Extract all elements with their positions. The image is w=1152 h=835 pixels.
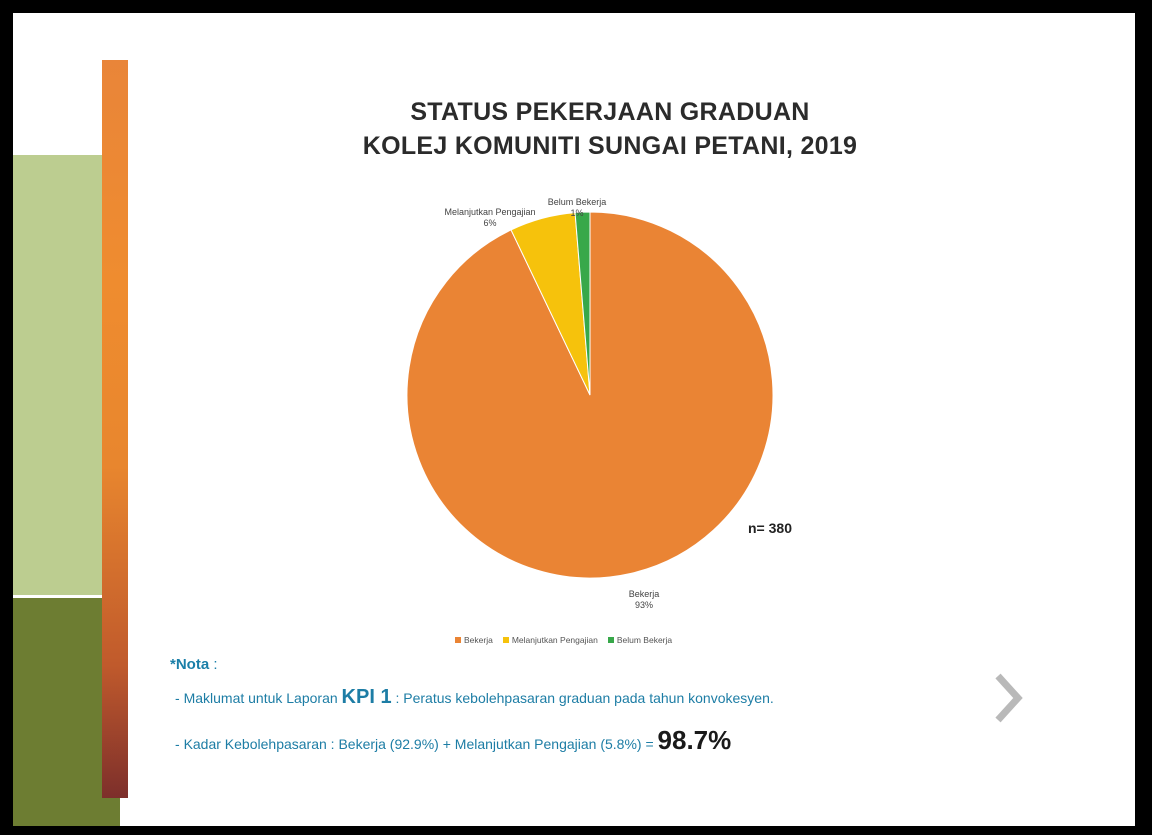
slice-label-belum-percent: 1% <box>570 208 584 218</box>
legend-label-belum: Belum Bekerja <box>616 635 673 645</box>
pie-slice-belum-bekerja <box>574 211 591 396</box>
slice-label-bekerja: Bekerja 93% <box>604 589 684 611</box>
slice-label-belum-name: Belum Bekerja <box>547 197 607 207</box>
legend-item-bekerja: Bekerja <box>455 635 493 645</box>
gradient-bar <box>102 60 128 798</box>
chart-title-line1: STATUS PEKERJAAN GRADUAN <box>410 98 810 126</box>
note-line-kpi: - Maklumat untuk Laporan KPI 1 : Peratus… <box>175 686 774 709</box>
legend-swatch-bekerja <box>455 637 461 643</box>
legend-item-belum: Belum Bekerja <box>607 635 673 645</box>
note-heading-colon: : <box>209 656 218 673</box>
frame-border-bottom <box>0 826 1152 835</box>
legend-label-melanjutkan: Melanjutkan Pengajian <box>511 635 598 645</box>
frame-border-right <box>1135 0 1152 835</box>
kadar-result: 98.7% <box>657 725 732 755</box>
note-line1-text-a: Maklumat untuk Laporan <box>183 690 342 706</box>
frame-border-top <box>0 0 1152 13</box>
note-line2-text: Kadar Kebolehpasaran : Bekerja (92.9%) +… <box>183 736 658 752</box>
note-heading-label: *Nota <box>170 656 210 673</box>
note-heading: *Nota : <box>170 656 218 673</box>
slice-label-belum: Belum Bekerja 1% <box>532 197 622 219</box>
sample-size-label: n= 380 <box>748 520 792 536</box>
slice-label-bekerja-percent: 93% <box>634 600 653 610</box>
slice-label-melanjutkan: Melanjutkan Pengajian 6% <box>420 207 560 229</box>
slice-label-melanjutkan-name: Melanjutkan Pengajian <box>444 207 536 217</box>
chart-title-line2: KOLEJ KOMUNITI SUNGAI PETANI, 2019 <box>362 132 858 160</box>
note-line-kadar: - Kadar Kebolehpasaran : Bekerja (92.9%)… <box>175 725 731 756</box>
chart-legend: Bekerja Melanjutkan Pengajian Belum Beke… <box>455 635 672 645</box>
note-line1-dash: - <box>175 690 180 706</box>
slice-label-bekerja-name: Bekerja <box>628 589 660 599</box>
note-line2-dash: - <box>175 736 180 752</box>
legend-item-melanjutkan: Melanjutkan Pengajian <box>502 635 598 645</box>
slice-label-melanjutkan-percent: 6% <box>483 218 497 228</box>
frame-border-left <box>0 0 13 835</box>
legend-swatch-melanjutkan <box>502 637 509 643</box>
kpi-label: KPI 1 <box>341 686 392 708</box>
legend-label-bekerja: Bekerja <box>464 635 493 645</box>
note-line1-text-b: : Peratus kebolehpasaran graduan pada ta… <box>391 690 774 706</box>
chevron-right-icon[interactable] <box>992 672 1024 724</box>
legend-swatch-belum <box>607 637 614 643</box>
